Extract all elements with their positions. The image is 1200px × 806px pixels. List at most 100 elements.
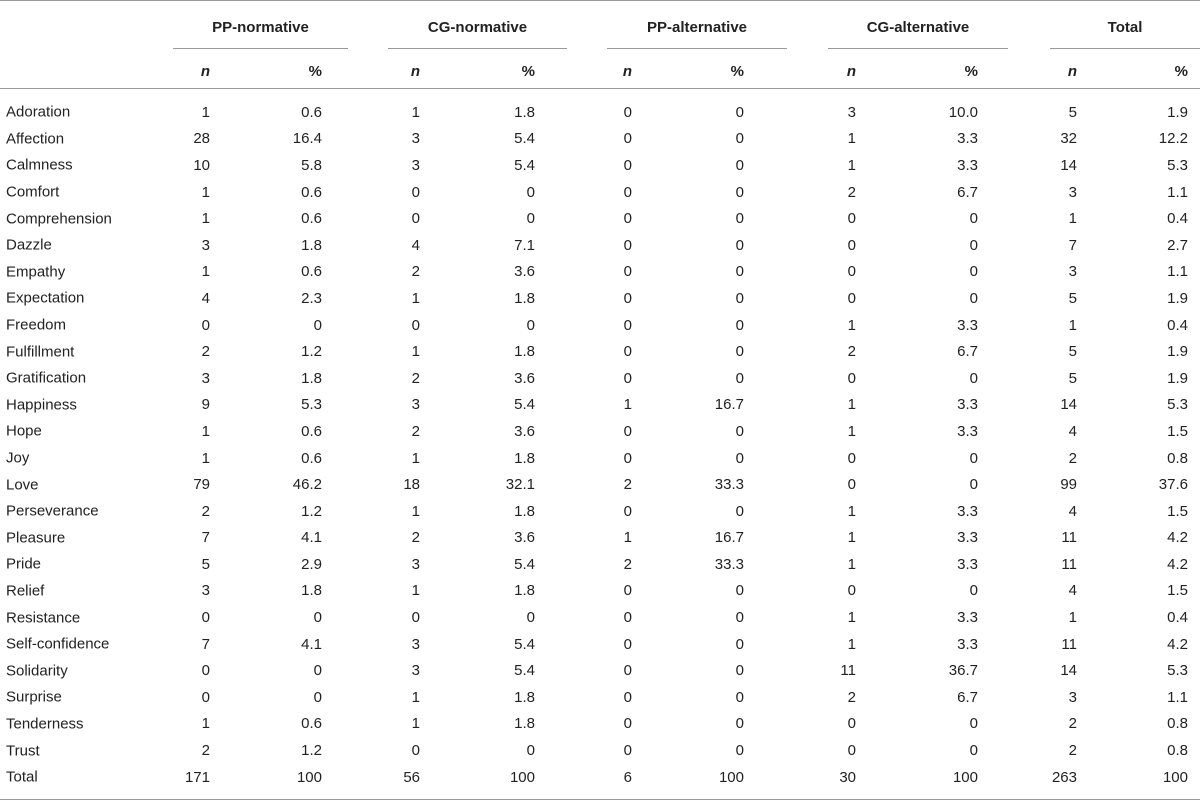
cell-percent: 1.9 bbox=[1167, 343, 1188, 361]
cell-percent: 1.1 bbox=[1167, 263, 1188, 281]
cell-percent: 1.8 bbox=[514, 449, 535, 467]
table-row: Empathy 1 0.6 2 3.6 0 0 0 0 3 1.1 bbox=[0, 259, 1188, 286]
cell-percent: 3.3 bbox=[957, 609, 978, 627]
cell-count: 1 bbox=[1068, 609, 1077, 627]
row-label: Comprehension bbox=[6, 210, 112, 228]
cell-count-value: 4 bbox=[201, 289, 210, 307]
cell-percent: 0.8 bbox=[1167, 742, 1188, 760]
cell-percent: 3.6 bbox=[514, 422, 535, 440]
cell-count: 2 bbox=[1068, 742, 1077, 760]
cell-count: 0 bbox=[623, 688, 632, 706]
cell-count: 2 bbox=[847, 343, 856, 361]
cell-percent: 0 bbox=[735, 502, 744, 520]
cell-percent: 4.2 bbox=[1167, 555, 1188, 573]
cell-count: 0 bbox=[847, 289, 856, 307]
cell-count-value: 2 bbox=[201, 343, 210, 361]
cell-percent: 0 bbox=[969, 476, 978, 494]
cell-percent: 1.8 bbox=[514, 502, 535, 520]
cell-count: 18 bbox=[403, 476, 420, 494]
cell-percent: 0 bbox=[735, 742, 744, 760]
cell-percent: 1.8 bbox=[514, 582, 535, 600]
table-row: Happiness 9 5.3 3 5.4 1 16.7 1 3.3 14 5.3 bbox=[0, 392, 1188, 419]
cell-count: 0 bbox=[411, 609, 420, 627]
cell-count: Dazzle 3 bbox=[0, 232, 210, 259]
cell-count-value: 7 bbox=[201, 635, 210, 653]
subheader-percent: % bbox=[521, 63, 535, 80]
table-row: Love 79 46.2 18 32.1 2 33.3 0 0 99 37.6 bbox=[0, 471, 1188, 498]
cell-percent: 0.6 bbox=[301, 183, 322, 201]
table-row: Surprise 0 0 1 1.8 0 0 2 6.7 3 1.1 bbox=[0, 684, 1188, 711]
cell-percent: 3.3 bbox=[957, 156, 978, 174]
row-label: Happiness bbox=[6, 396, 77, 414]
cell-count: 2 bbox=[411, 422, 420, 440]
cell-percent: 0 bbox=[969, 449, 978, 467]
cell-count: 0 bbox=[847, 582, 856, 600]
cell-percent: 3.3 bbox=[957, 316, 978, 334]
cell-percent: 0 bbox=[735, 236, 744, 254]
cell-count-value: 1 bbox=[201, 103, 210, 121]
cell-count: 1 bbox=[847, 529, 856, 547]
cell-percent: 0 bbox=[313, 609, 322, 627]
cell-count: 0 bbox=[623, 289, 632, 307]
cell-percent: 3.3 bbox=[957, 529, 978, 547]
cell-count: 0 bbox=[623, 742, 632, 760]
cell-percent: 0 bbox=[969, 742, 978, 760]
cell-count-value: 1 bbox=[201, 422, 210, 440]
cell-count: 5 bbox=[1068, 289, 1077, 307]
cell-count: 1 bbox=[1068, 316, 1077, 334]
cell-count: 4 bbox=[1068, 502, 1077, 520]
cell-percent: 1.1 bbox=[1167, 183, 1188, 201]
table-row: Comfort 1 0.6 0 0 0 0 2 6.7 3 1.1 bbox=[0, 179, 1188, 206]
cell-percent: 0 bbox=[735, 289, 744, 307]
cell-count: Freedom 0 bbox=[0, 312, 210, 339]
group-header: CG-alternative bbox=[866, 19, 970, 36]
cell-percent: 0 bbox=[313, 688, 322, 706]
cell-percent: 3.3 bbox=[957, 555, 978, 573]
cell-percent: 0 bbox=[969, 236, 978, 254]
cell-percent: 0.6 bbox=[301, 210, 322, 228]
table-row: Pleasure 7 4.1 2 3.6 1 16.7 1 3.3 11 4.2 bbox=[0, 525, 1188, 552]
table-body: Adoration 1 0.6 1 1.8 0 0 3 10.0 5 1.9 Affection 28 1… bbox=[0, 99, 1188, 790]
cell-count: 1 bbox=[847, 635, 856, 653]
cell-percent: 6.7 bbox=[957, 343, 978, 361]
cell-percent: 0 bbox=[969, 582, 978, 600]
cell-percent: 16.4 bbox=[292, 130, 322, 148]
cell-percent: 5.4 bbox=[514, 662, 535, 680]
table-row: Tenderness 1 0.6 1 1.8 0 0 0 0 2 0.8 bbox=[0, 711, 1188, 738]
cell-count: 1 bbox=[847, 156, 856, 174]
cell-percent: 0 bbox=[969, 715, 978, 733]
cell-count: 2 bbox=[411, 529, 420, 547]
cell-count: 1 bbox=[411, 582, 420, 600]
cell-percent: 2.3 bbox=[301, 289, 322, 307]
cell-count-value: 1 bbox=[201, 183, 210, 201]
cell-count: Solidarity 0 bbox=[0, 657, 210, 684]
cell-count: 2 bbox=[623, 476, 632, 494]
cell-count: 3 bbox=[411, 130, 420, 148]
cell-count: 3 bbox=[847, 103, 856, 121]
cell-count: 0 bbox=[623, 183, 632, 201]
cell-percent: 1.8 bbox=[301, 236, 322, 254]
cell-count: Fulfillment 2 bbox=[0, 338, 210, 365]
cell-count: Surprise 0 bbox=[0, 684, 210, 711]
cell-count: 1 bbox=[847, 609, 856, 627]
cell-count: 0 bbox=[623, 156, 632, 174]
group-header: PP-normative bbox=[212, 19, 309, 36]
group-rule bbox=[828, 48, 1008, 49]
cell-count: 0 bbox=[847, 449, 856, 467]
cell-percent: 1.2 bbox=[301, 343, 322, 361]
cell-percent: 100 bbox=[718, 768, 744, 786]
cell-percent: 4.2 bbox=[1167, 529, 1188, 547]
cell-count-value: 9 bbox=[201, 396, 210, 414]
cell-percent: 0 bbox=[735, 688, 744, 706]
cell-count: 0 bbox=[623, 236, 632, 254]
cell-count-value: 79 bbox=[193, 476, 210, 494]
cell-percent: 0 bbox=[969, 369, 978, 387]
total-row: Total 171 100 56 100 6 100 30 100 263 100 bbox=[0, 764, 1188, 791]
table-row: Fulfillment 2 1.2 1 1.8 0 0 2 6.7 5 1.9 bbox=[0, 338, 1188, 365]
cell-count: 1 bbox=[411, 502, 420, 520]
subheader-n: n bbox=[200, 63, 210, 80]
cell-count: 32 bbox=[1060, 130, 1077, 148]
cell-percent: 4.1 bbox=[301, 529, 322, 547]
group-rule bbox=[173, 48, 348, 49]
cell-percent: 0 bbox=[735, 662, 744, 680]
